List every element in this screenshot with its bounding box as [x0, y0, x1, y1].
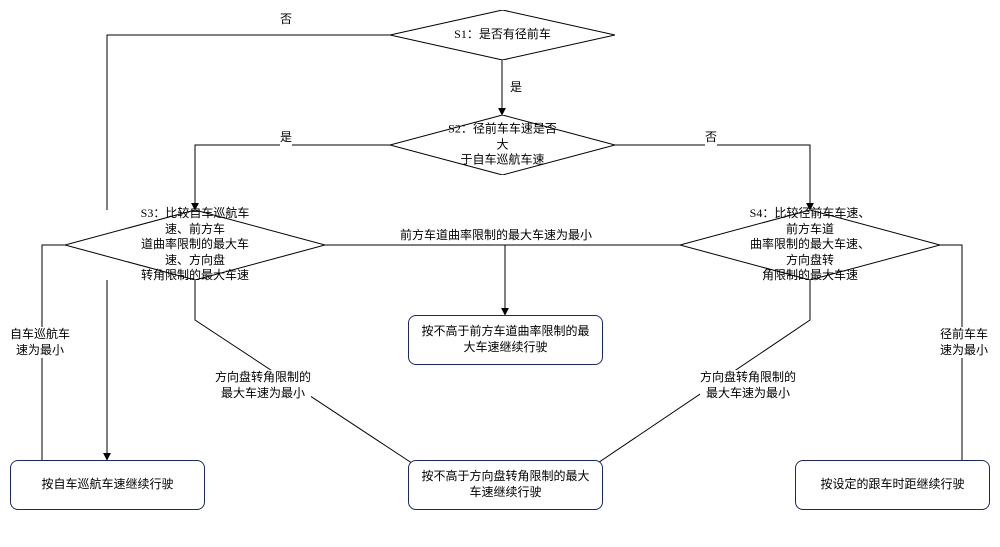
edge-2 — [195, 145, 390, 210]
edge-6 — [325, 245, 505, 315]
process-r_mid: 按不高于前方车道曲率限制的最 大车速继续行驶 — [408, 315, 603, 365]
decision-s1-label: S1：是否有径前车 — [454, 27, 551, 43]
decision-s3-label: S3：比较自车巡航车速、前方车 道曲率限制的最大车速、方向盘 转角限制的最大车速 — [130, 206, 260, 284]
process-r_bl: 按自车巡航车速继续行驶 — [10, 460, 205, 510]
process-r_bm: 按不高于方向盘转角限制的最大 车速继续行驶 — [408, 460, 603, 510]
edge-label-6: 前方车道曲率限制的最大车速为最小 — [400, 228, 592, 244]
decision-s3: S3：比较自车巡航车速、前方车 道曲率限制的最大车速、方向盘 转角限制的最大车速 — [65, 210, 325, 280]
process-r_mid-label: 按不高于前方车道曲率限制的最 大车速继续行驶 — [421, 324, 589, 355]
edge-3 — [615, 145, 810, 210]
decision-s2-label: S2：径前车车速是否大 于自车巡航车速 — [446, 122, 559, 169]
edge-label-0: 否 — [280, 12, 292, 28]
edge-label-8: 方向盘转角限制的 最大车速为最小 — [700, 370, 796, 401]
decision-s4-label: S4：比较径前车车速、前方车道 曲率限制的最大车速、方向盘转 角限制的最大车速 — [745, 206, 875, 284]
process-r_bm-label: 按不高于方向盘转角限制的最大 车速继续行驶 — [421, 469, 589, 500]
edge-label-5: 方向盘转角限制的 最大车速为最小 — [215, 370, 311, 401]
decision-s4: S4：比较径前车车速、前方车道 曲率限制的最大车速、方向盘转 角限制的最大车速 — [680, 210, 940, 280]
edge-label-4: 自车巡航车 速为最小 — [10, 327, 70, 358]
edge-label-1: 是 — [510, 80, 522, 96]
edge-label-2: 是 — [280, 130, 292, 146]
decision-s1: S1：是否有径前车 — [390, 10, 615, 60]
edge-label-9: 径前车车 速为最小 — [940, 327, 988, 358]
process-r_br: 按设定的跟车时距继续行驶 — [795, 460, 990, 510]
edge-label-3: 否 — [705, 130, 717, 146]
decision-s2: S2：径前车车速是否大 于自车巡航车速 — [390, 115, 615, 175]
process-r_br-label: 按设定的跟车时距继续行驶 — [820, 477, 964, 493]
process-r_bl-label: 按自车巡航车速继续行驶 — [41, 477, 173, 493]
